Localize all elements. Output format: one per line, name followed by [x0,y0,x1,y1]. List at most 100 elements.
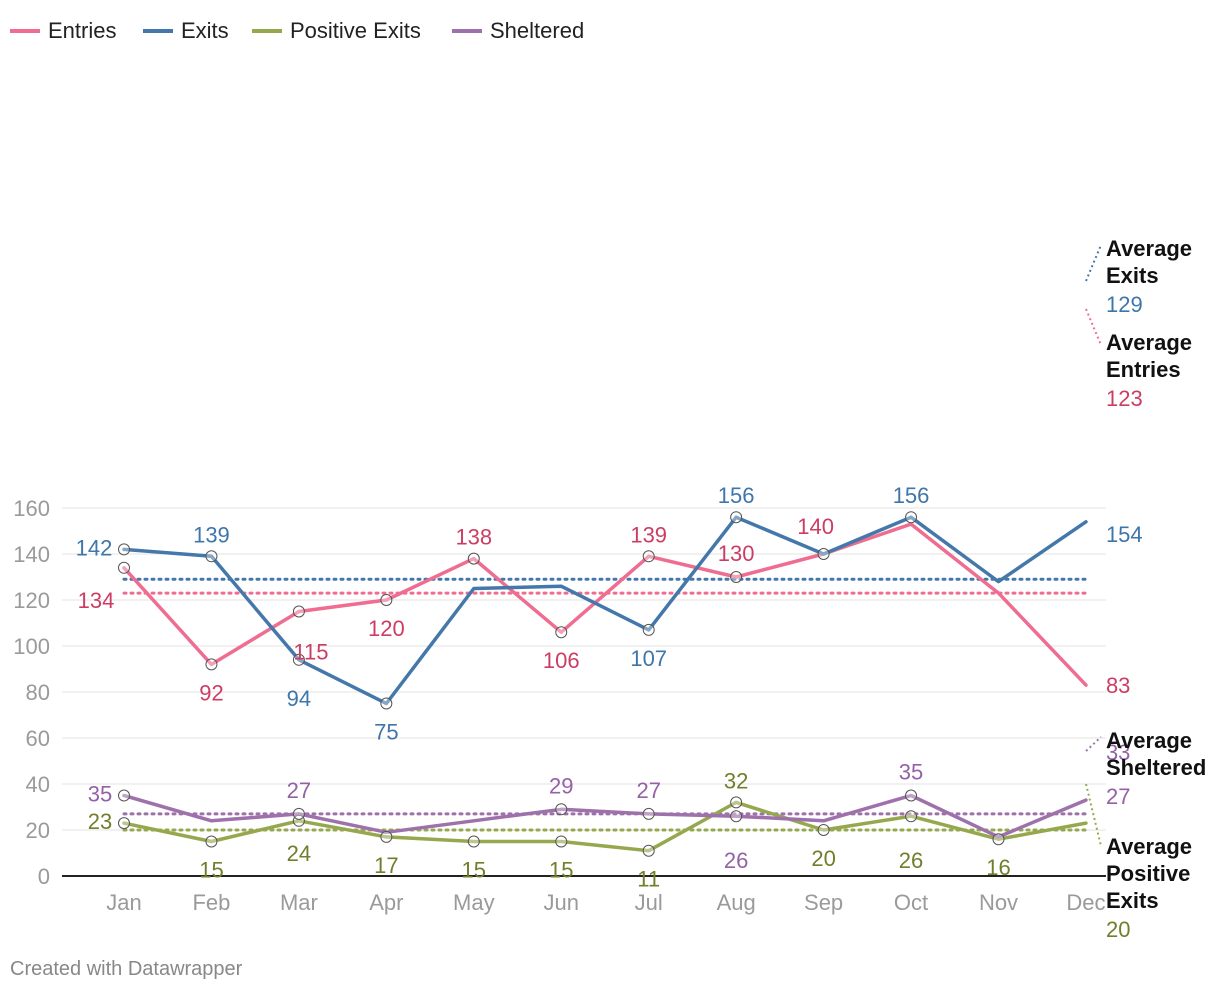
y-tick-100: 100 [13,634,50,659]
x-tick-jun: Jun [544,890,579,915]
label-entries-jul: 139 [630,522,667,547]
y-tick-60: 60 [26,726,50,751]
label-exits-mar: 94 [287,686,311,711]
label-entries-dec: 83 [1106,673,1130,698]
y-tick-140: 140 [13,542,50,567]
marker-exits-oct [905,511,918,524]
x-tick-dec: Dec [1066,890,1105,915]
legend-label-sheltered: Sheltered [490,18,584,43]
marker-entries-sep [817,548,830,560]
label-positive-exits-aug: 32 [724,768,748,793]
marker-positive-exits-aug [730,796,743,809]
point-markers [118,511,1005,857]
data-labels: 134 92 115 120 138 106 139 130 140 83 142 139 94 75 10… [76,483,1143,892]
marker-positive-exits-mar [292,814,305,827]
marker-sheltered-jun [555,803,568,816]
marker-sheltered-oct [905,789,918,802]
x-tick-jan: Jan [106,890,141,915]
average-value-entries: 123 [1106,386,1143,411]
y-tick-80: 80 [26,680,50,705]
label-entries-jun: 106 [543,648,580,673]
average-leader-positive-exits [1085,783,1102,847]
x-tick-apr: Apr [369,890,403,915]
grid: 0 20 40 60 80 100 120 140 160 [13,496,1106,889]
marker-exits-feb [205,550,218,563]
average-label-positive-exits-line-3: Exits [1106,888,1159,913]
marker-entries-may [467,552,480,565]
marker-exits-mar [292,653,305,666]
label-sheltered-jun: 29 [549,773,573,798]
marker-sheltered-aug [730,810,743,823]
marker-entries-feb [205,658,218,671]
marker-positive-exits-feb [205,835,218,848]
marker-positive-exits-apr [380,830,393,843]
x-axis: Jan Feb Mar Apr May Jun Jul Aug Sep Oct Nov Dec [62,875,1106,915]
legend: Entries Exits Positive Exits Sheltered [10,18,584,43]
series-line-positive-exits [122,800,1088,853]
label-entries-apr: 120 [368,616,405,641]
label-entries-feb: 92 [199,680,223,705]
x-tick-nov: Nov [979,890,1018,915]
average-label-entries-line-1: Average [1106,330,1192,355]
marker-positive-exits-jun [555,835,568,848]
label-exits-jan: 142 [76,535,113,560]
label-exits-dec: 154 [1106,522,1143,547]
label-positive-exits-may: 15 [462,858,486,883]
average-label-positive-exits-line-1: Average [1106,834,1192,859]
label-positive-exits-feb: 15 [199,858,223,883]
marker-entries-aug [730,571,743,583]
marker-entries-mar [292,605,305,618]
label-positive-exits-nov: 16 [986,855,1010,880]
y-tick-160: 160 [13,496,50,521]
label-sheltered-oct: 35 [899,760,923,785]
marker-exits-aug [730,511,743,524]
label-positive-exits-jun: 15 [549,858,573,883]
label-sheltered-jul: 27 [636,778,660,803]
marker-sheltered-jan [118,789,130,802]
marker-positive-exits-sep [817,824,830,836]
x-tick-oct: Oct [894,890,928,915]
marker-sheltered-mar [292,807,305,820]
marker-exits-apr [380,697,393,710]
x-tick-aug: Aug [717,890,756,915]
average-value-positive-exits: 20 [1106,917,1130,942]
marker-sheltered-jul [642,807,655,820]
label-exits-feb: 139 [193,522,230,547]
label-entries-may: 138 [455,525,492,550]
average-label-sheltered-line-1: Average [1106,728,1192,753]
label-entries-sep: 140 [797,514,834,539]
label-positive-exits-jul: 11 [637,867,660,892]
average-leader-sheltered [1085,736,1102,752]
x-tick-mar: Mar [280,890,318,915]
average-leader-entries [1085,308,1102,346]
series-lines [122,515,1088,853]
y-tick-40: 40 [26,772,50,797]
label-exits-apr: 75 [374,720,398,745]
average-label-sheltered-line-2: Sheltered [1106,755,1206,780]
credit: Created with Datawrapper [10,958,243,980]
marker-entries-jun [555,626,568,639]
marker-positive-exits-nov [992,833,1005,846]
average-label-exits-line-2: Exits [1106,263,1159,288]
marker-positive-exits-oct [905,810,918,823]
label-positive-exits-sep: 20 [811,846,835,871]
marker-entries-jan [118,561,130,574]
series-line-exits [122,515,1088,706]
label-positive-exits-jan: 23 [88,809,112,834]
y-tick-0: 0 [38,864,50,889]
x-tick-sep: Sep [804,890,843,915]
marker-entries-jul [642,550,655,563]
label-positive-exits-apr: 17 [374,853,398,878]
marker-positive-exits-jan [118,817,130,830]
label-entries-jan: 134 [78,588,115,613]
y-tick-120: 120 [13,588,50,613]
label-sheltered-jan: 35 [88,782,112,807]
average-lines [122,577,1088,832]
y-tick-20: 20 [26,818,50,843]
marker-exits-jul [642,623,655,636]
marker-exits-jan [118,543,130,556]
label-sheltered-dec: 33 [1106,740,1130,765]
marker-positive-exits-jul [642,844,655,857]
legend-label-positive-exits: Positive Exits [290,18,421,43]
